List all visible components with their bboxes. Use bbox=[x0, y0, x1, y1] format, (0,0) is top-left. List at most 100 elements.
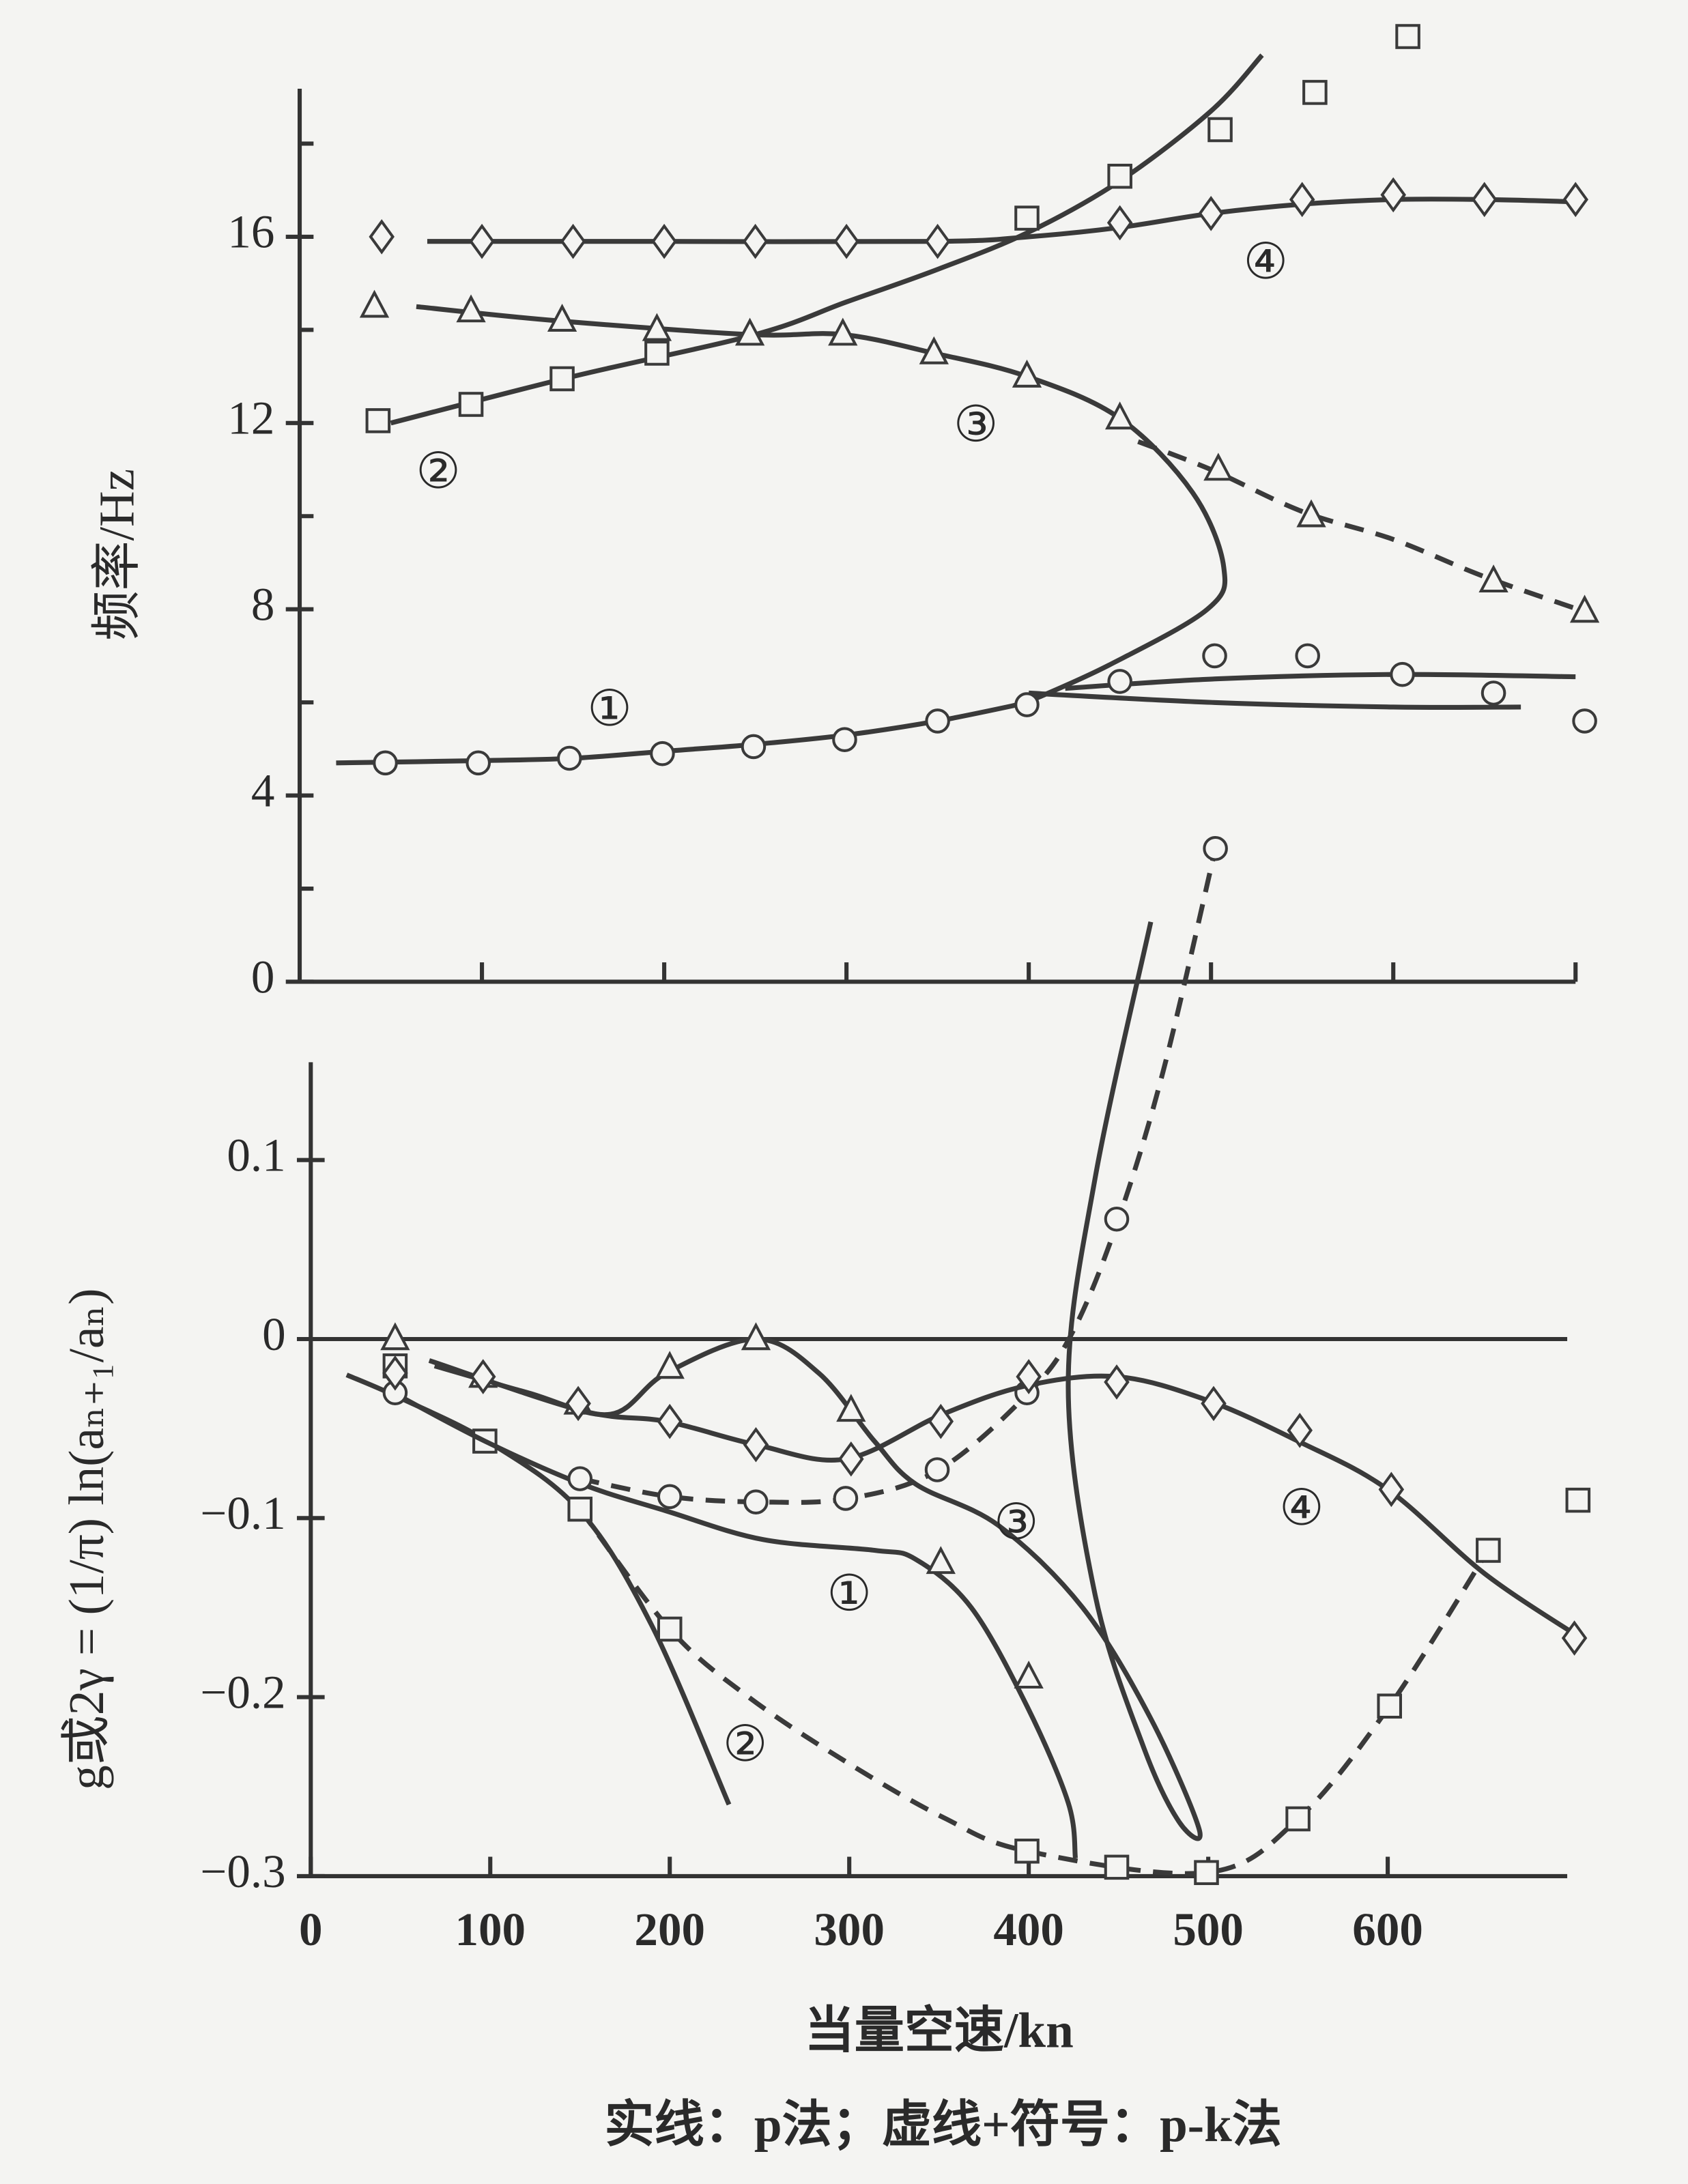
marker-diamond bbox=[743, 1426, 769, 1463]
y-tick-label: −0.2 bbox=[200, 1665, 285, 1718]
marker-square bbox=[1302, 80, 1328, 105]
marker-diamond bbox=[1289, 182, 1315, 218]
series-line bbox=[1028, 690, 1521, 710]
annotation: ④ bbox=[1279, 1479, 1324, 1537]
marker-circle bbox=[650, 741, 675, 766]
marker-diamond bbox=[651, 223, 677, 259]
marker-circle bbox=[741, 734, 767, 760]
marker-square bbox=[1014, 205, 1040, 231]
marker-diamond bbox=[382, 1355, 408, 1391]
marker-triangle bbox=[1012, 359, 1042, 388]
marker-circle bbox=[1295, 643, 1320, 669]
marker-square bbox=[1107, 163, 1132, 189]
x-tick-label: 500 bbox=[1173, 1903, 1244, 1955]
marker-triangle bbox=[926, 1546, 956, 1575]
marker-diamond bbox=[1471, 182, 1498, 218]
x-tick-label: 400 bbox=[993, 1903, 1064, 1955]
x-tick-label: 600 bbox=[1352, 1903, 1423, 1955]
marker-triangle bbox=[1296, 499, 1326, 528]
marker-square bbox=[657, 1616, 683, 1642]
marker-diamond bbox=[469, 223, 495, 259]
marker-triangle bbox=[828, 317, 858, 346]
marker-circle bbox=[1572, 708, 1597, 734]
marker-square bbox=[472, 1428, 498, 1454]
marker-diamond bbox=[838, 1441, 864, 1477]
marker-circle bbox=[1107, 669, 1132, 694]
marker-triangle bbox=[1478, 564, 1508, 593]
marker-diamond bbox=[924, 223, 951, 259]
marker-circle bbox=[924, 1457, 950, 1482]
marker-diamond bbox=[1016, 1359, 1042, 1394]
annotation: ④ bbox=[1244, 233, 1289, 291]
marker-circle bbox=[373, 750, 398, 776]
marker-diamond bbox=[1287, 1412, 1313, 1448]
x-tick-label: 300 bbox=[814, 1903, 885, 1955]
marker-square bbox=[1104, 1854, 1130, 1880]
y-tick-label: −0.3 bbox=[200, 1845, 285, 1897]
marker-circle bbox=[556, 745, 582, 771]
marker-triangle bbox=[380, 1322, 410, 1351]
marker-circle bbox=[1104, 1206, 1130, 1232]
marker-triangle bbox=[642, 313, 672, 341]
marker-diamond bbox=[1562, 182, 1589, 218]
y-tick-label: 4 bbox=[251, 764, 275, 816]
marker-diamond bbox=[1198, 195, 1224, 231]
marker-square bbox=[1395, 24, 1420, 49]
caption: 实线：p法；虚线+符号：p-k法 bbox=[605, 2097, 1282, 2153]
series-line bbox=[336, 700, 1029, 766]
y-tick-label: 0 bbox=[251, 950, 275, 1003]
marker-diamond bbox=[657, 1403, 683, 1439]
marker-triangle bbox=[1014, 1661, 1044, 1689]
marker-triangle bbox=[919, 336, 949, 364]
marker-diamond bbox=[565, 1385, 591, 1422]
marker-square bbox=[644, 341, 670, 366]
y-tick-label: 8 bbox=[251, 578, 275, 631]
marker-diamond bbox=[928, 1403, 954, 1439]
x-tick-label: 100 bbox=[455, 1903, 526, 1955]
series-line bbox=[577, 1508, 1491, 1876]
marker-diamond bbox=[833, 223, 859, 259]
marker-circle bbox=[1480, 680, 1506, 706]
marker-circle bbox=[1390, 661, 1415, 687]
marker-diamond bbox=[1380, 177, 1406, 213]
x-tick-label: 0 bbox=[299, 1903, 323, 1955]
series-line bbox=[416, 304, 1228, 705]
marker-square bbox=[549, 366, 575, 392]
marker-diamond bbox=[1201, 1385, 1227, 1422]
marker-circle bbox=[832, 727, 857, 752]
y-axis-label: 频率/Hz bbox=[89, 469, 145, 641]
marker-circle bbox=[925, 708, 950, 734]
annotation: ① bbox=[587, 680, 632, 738]
series-line bbox=[392, 1390, 1078, 1859]
marker-square bbox=[1014, 1838, 1040, 1864]
marker-circle bbox=[833, 1486, 859, 1511]
y-tick-label: 0.1 bbox=[227, 1129, 285, 1181]
series-line bbox=[1137, 439, 1586, 614]
marker-triangle bbox=[836, 1394, 866, 1422]
series-line bbox=[390, 53, 1264, 426]
x-axis-label: 当量空速/kn bbox=[805, 2002, 1074, 2058]
marker-diamond bbox=[1106, 205, 1133, 241]
marker-circle bbox=[1202, 643, 1227, 669]
marker-triangle bbox=[359, 289, 390, 318]
marker-diamond bbox=[560, 223, 586, 259]
y-tick-label: −0.1 bbox=[200, 1486, 285, 1539]
marker-square bbox=[1207, 117, 1233, 143]
marker-circle bbox=[657, 1484, 683, 1510]
annotation: ② bbox=[723, 1715, 768, 1773]
marker-diamond bbox=[1561, 1620, 1588, 1656]
annotation: ① bbox=[827, 1565, 872, 1623]
series-line bbox=[433, 921, 1203, 1841]
marker-diamond bbox=[1378, 1471, 1405, 1508]
marker-diamond bbox=[470, 1359, 496, 1394]
marker-triangle bbox=[1105, 401, 1135, 430]
y-tick-label: 16 bbox=[227, 205, 274, 258]
marker-triangle bbox=[1203, 452, 1233, 481]
marker-square bbox=[1565, 1487, 1591, 1513]
marker-square bbox=[458, 392, 484, 417]
marker-triangle bbox=[734, 317, 765, 346]
y-tick-label: 0 bbox=[262, 1308, 286, 1360]
marker-diamond bbox=[1104, 1364, 1130, 1400]
marker-circle bbox=[567, 1466, 593, 1491]
